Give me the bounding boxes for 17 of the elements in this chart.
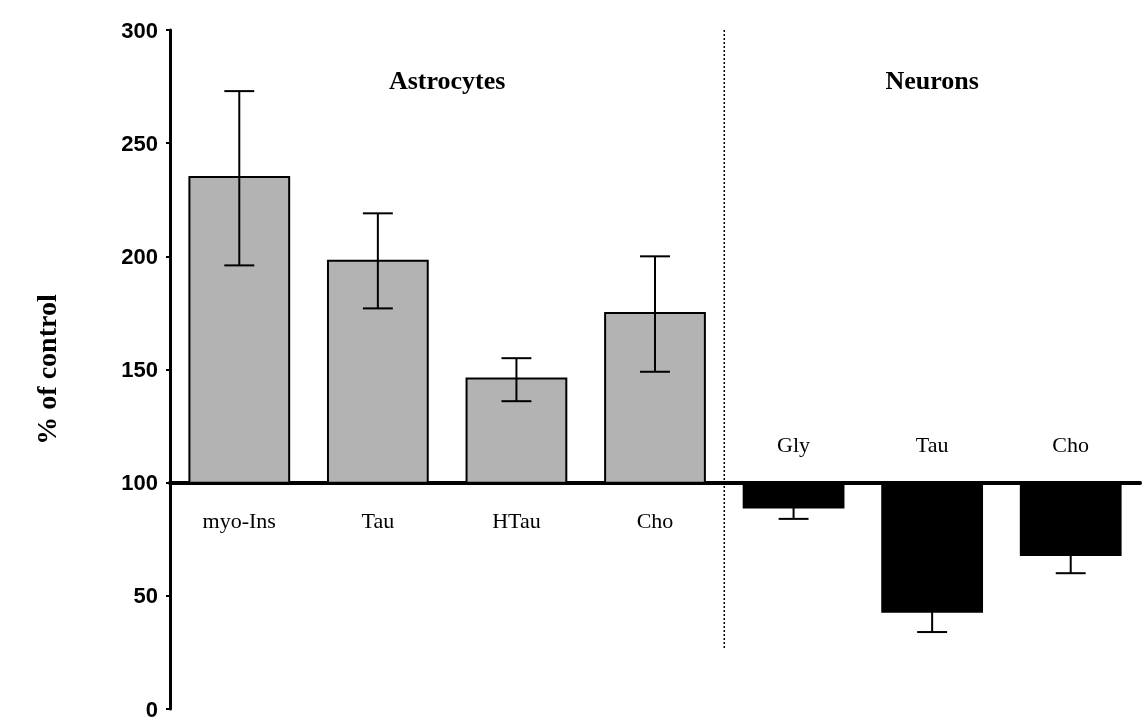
- x-tick-label: Cho: [636, 508, 674, 534]
- x-tick-label: myo-Ins: [202, 508, 276, 534]
- x-tick-label: Cho: [1052, 432, 1090, 458]
- y-tick-label: 300: [121, 17, 158, 43]
- y-axis-title: % of control: [30, 294, 62, 445]
- y-tick-label: 0: [145, 696, 158, 720]
- annotation: Neurons: [885, 65, 979, 95]
- y-tick-label: 250: [121, 130, 158, 156]
- x-tick-label: HTau: [492, 508, 541, 534]
- y-tick-label: 100: [121, 470, 158, 496]
- x-tick-label: Tau: [361, 508, 395, 534]
- y-tick-label: 200: [121, 243, 158, 269]
- x-tick-label: Gly: [777, 432, 811, 458]
- annotation: Astrocytes: [388, 65, 506, 95]
- y-tick-label: 50: [133, 583, 158, 609]
- x-tick-label: Tau: [915, 432, 949, 458]
- y-tick-label: 150: [121, 357, 158, 382]
